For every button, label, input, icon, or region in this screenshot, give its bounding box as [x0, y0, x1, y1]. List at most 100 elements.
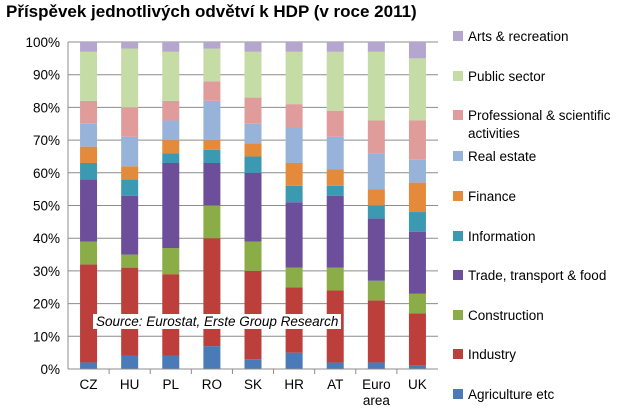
bar-segment: Public sector: [203, 48, 221, 82]
bar-segment: Industry: [80, 264, 98, 363]
bar-segment: Trade, transport & food: [244, 172, 262, 242]
bar-segment: Construction: [162, 248, 180, 275]
bar-segment: Information: [326, 185, 344, 196]
legend-label: Arts & recreation: [468, 29, 569, 44]
axes: 0% 10% 20% 30% 40% 50% 60% 70% 80% 90% 100% CZ HU PL R…: [25, 35, 438, 408]
bar-segment: Information: [244, 156, 262, 173]
bar-segment: Construction: [408, 293, 426, 314]
bar-segment: Agriculture etc: [244, 359, 262, 369]
bar-segment: Construction: [326, 267, 344, 291]
bar-segment: Arts & recreation: [162, 42, 180, 52]
bar-segment: Public sector: [244, 51, 262, 98]
bar-segment: Finance: [326, 169, 344, 186]
bar-segment: Public sector: [408, 58, 426, 121]
bar-segment: Construction: [80, 241, 98, 265]
bar-segment: Public sector: [162, 51, 180, 101]
legend-label: Trade, transport & food: [468, 268, 606, 283]
bar-segment: Construction: [203, 205, 221, 239]
bar-segment: Construction: [285, 267, 303, 288]
bar-segment: Agriculture etc: [326, 362, 344, 369]
legend-swatch: [453, 349, 463, 359]
bar-segment: Industry: [203, 238, 221, 347]
chart-title: Příspěvek jednotlivých odvětví k HDP (v …: [6, 2, 417, 21]
bar-segment: Professional & scientific activities: [244, 97, 262, 124]
legend-swatch: [453, 389, 463, 399]
bar-segment: Real estate: [162, 120, 180, 141]
bar-stacks: Agriculture etcIndustryConstructionTrade…: [80, 42, 426, 369]
bar-segment: Public sector: [285, 51, 303, 105]
bar-segment: Real estate: [203, 100, 221, 141]
bar-segment: Finance: [408, 182, 426, 213]
bar-segment: Trade, transport & food: [162, 162, 180, 249]
bar-segment: Professional & scientific activities: [203, 81, 221, 101]
bar-segment: Finance: [121, 166, 139, 180]
bar-segment: Industry: [408, 313, 426, 366]
bar-segment: Information: [121, 179, 139, 196]
bar-segment: Trade, transport & food: [285, 202, 303, 268]
legend: Arts & recreation Public sector Profession…: [453, 29, 611, 402]
bar-segment: Finance: [203, 140, 221, 150]
bar-segment: Arts & recreation: [285, 42, 303, 52]
legend-swatch: [453, 71, 463, 81]
y-tick-label: 100%: [25, 35, 60, 50]
y-tick-label: 40%: [33, 231, 60, 246]
y-tick-label: 80%: [33, 100, 60, 115]
y-tick-label: 30%: [33, 264, 60, 279]
bar-segment: Finance: [285, 162, 303, 186]
x-tick-label: Euro area: [362, 377, 391, 408]
bar-segment: Trade, transport & food: [203, 162, 221, 206]
bar-segment: Arts & recreation: [326, 42, 344, 52]
bar-segment: Professional & scientific activities: [162, 100, 180, 121]
legend-swatch: [453, 270, 463, 280]
legend-label: Information: [468, 229, 536, 244]
x-tick-label: PL: [163, 377, 180, 392]
bar-segment: Construction: [367, 280, 385, 301]
bar-segment: Real estate: [80, 123, 98, 147]
legend-swatch: [453, 231, 463, 241]
bar-segment: Trade, transport & food: [80, 179, 98, 242]
bar-segment: Arts & recreation: [203, 42, 221, 49]
bar-segment: Professional & scientific activities: [367, 120, 385, 154]
bar-segment: Arts & recreation: [121, 42, 139, 49]
bar-segment: Professional & scientific activities: [326, 110, 344, 137]
bar-segment: Finance: [367, 189, 385, 206]
legend-swatch: [453, 110, 463, 120]
x-tick-label: SK: [244, 377, 262, 392]
bar-segment: Construction: [244, 241, 262, 271]
y-tick-label: 60%: [33, 166, 60, 181]
bar-segment: Real estate: [244, 123, 262, 144]
bar-segment: Information: [285, 185, 303, 203]
bar-segment: Arts & recreation: [244, 42, 262, 52]
bar-segment: Finance: [244, 143, 262, 157]
bar-segment: Trade, transport & food: [408, 231, 426, 294]
legend-label: Agriculture etc: [468, 387, 555, 402]
x-tick-label: HR: [284, 377, 304, 392]
bar-segment: Real estate: [408, 159, 426, 183]
y-tick-label: 0%: [40, 362, 60, 377]
bar-segment: Information: [367, 205, 385, 219]
bar-segment: Information: [408, 212, 426, 232]
bar-segment: Agriculture etc: [367, 362, 385, 369]
bar-segment: Public sector: [367, 51, 385, 121]
bar-segment: Industry: [121, 267, 139, 356]
legend-swatch: [453, 191, 463, 201]
legend-label: Real estate: [468, 149, 536, 164]
source-note: Source: Eurostat, Erste Group Research: [93, 314, 342, 329]
bar-segment: Agriculture etc: [121, 355, 139, 369]
legend-label: Finance: [468, 189, 516, 204]
bar-segment: Arts & recreation: [367, 42, 385, 52]
bar-segment: Agriculture etc: [162, 355, 180, 369]
legend-swatch: [453, 151, 463, 161]
legend-swatch: [453, 31, 463, 41]
legend-label: Public sector: [468, 69, 546, 84]
bar-segment: Professional & scientific activities: [408, 120, 426, 160]
bar-segment: Real estate: [326, 136, 344, 170]
bar-segment: Public sector: [121, 48, 139, 108]
bar-segment: Trade, transport & food: [326, 195, 344, 268]
bar-segment: Real estate: [121, 136, 139, 167]
legend-label: Industry: [468, 347, 516, 362]
bar-segment: Finance: [162, 140, 180, 154]
bar-segment: Agriculture etc: [285, 352, 303, 369]
bar-segment: Information: [162, 153, 180, 163]
legend-swatch: [453, 310, 463, 320]
